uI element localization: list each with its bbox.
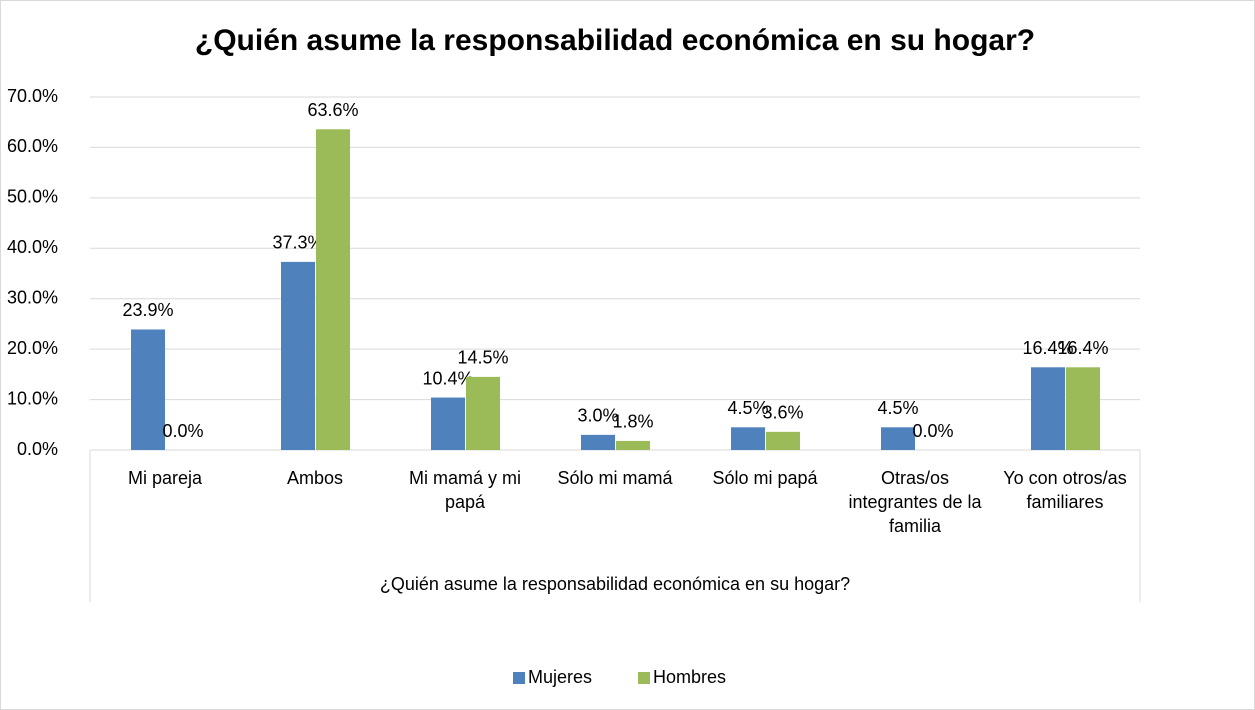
bar — [1066, 367, 1100, 450]
chart-title: ¿Quién asume la responsabilidad económic… — [195, 24, 1035, 57]
bar — [131, 329, 165, 450]
x-tick-label: Mi pareja — [127, 468, 203, 488]
data-label: 16.4% — [1022, 338, 1073, 358]
legend-swatch — [638, 672, 650, 684]
data-label: 4.5% — [877, 398, 918, 418]
bar — [731, 427, 765, 450]
data-label: 4.5% — [727, 398, 768, 418]
legend-label: Hombres — [653, 667, 726, 687]
data-label: 0.0% — [162, 421, 203, 441]
bar — [581, 434, 615, 450]
data-label: 3.6% — [762, 403, 803, 423]
x-tick-label: Ambos — [286, 468, 344, 488]
x-tick-label: Sólo mi papá — [712, 468, 818, 488]
x-tick-label: Mi mamá y mi papá — [409, 468, 521, 512]
bar — [466, 376, 500, 450]
y-tick-label: 40.0% — [7, 237, 58, 257]
bar — [616, 440, 650, 450]
data-label: 14.5% — [457, 348, 508, 368]
x-tick-label: Sólo mi mamá — [557, 468, 673, 488]
bar — [766, 431, 800, 450]
legend-swatch — [513, 672, 525, 684]
y-tick-label: 10.0% — [7, 388, 58, 408]
x-axis-title: ¿Quién asume la responsabilidad económic… — [380, 574, 850, 594]
x-tick-label: Otras/os integrantes de la familia — [848, 468, 982, 536]
data-label: 10.4% — [422, 368, 473, 388]
data-label: 63.6% — [307, 100, 358, 120]
bar — [881, 427, 915, 450]
y-tick-label: 0.0% — [17, 439, 58, 459]
data-label: 16.4% — [1057, 338, 1108, 358]
data-label: 23.9% — [122, 300, 173, 320]
y-tick-label: 30.0% — [7, 287, 58, 307]
bar — [431, 397, 465, 450]
y-tick-label: 20.0% — [7, 338, 58, 358]
y-tick-label: 50.0% — [7, 187, 58, 207]
bar — [316, 129, 350, 450]
bar — [1031, 367, 1065, 450]
x-tick-label: Yo con otros/as familiares — [1003, 468, 1127, 512]
data-label: 0.0% — [912, 421, 953, 441]
legend-label: Mujeres — [528, 667, 592, 687]
data-label: 1.8% — [612, 412, 653, 432]
y-tick-label: 70.0% — [7, 86, 58, 106]
y-tick-label: 60.0% — [7, 136, 58, 156]
bar — [281, 261, 315, 450]
data-label: 3.0% — [577, 406, 618, 426]
data-label: 37.3% — [272, 233, 323, 253]
